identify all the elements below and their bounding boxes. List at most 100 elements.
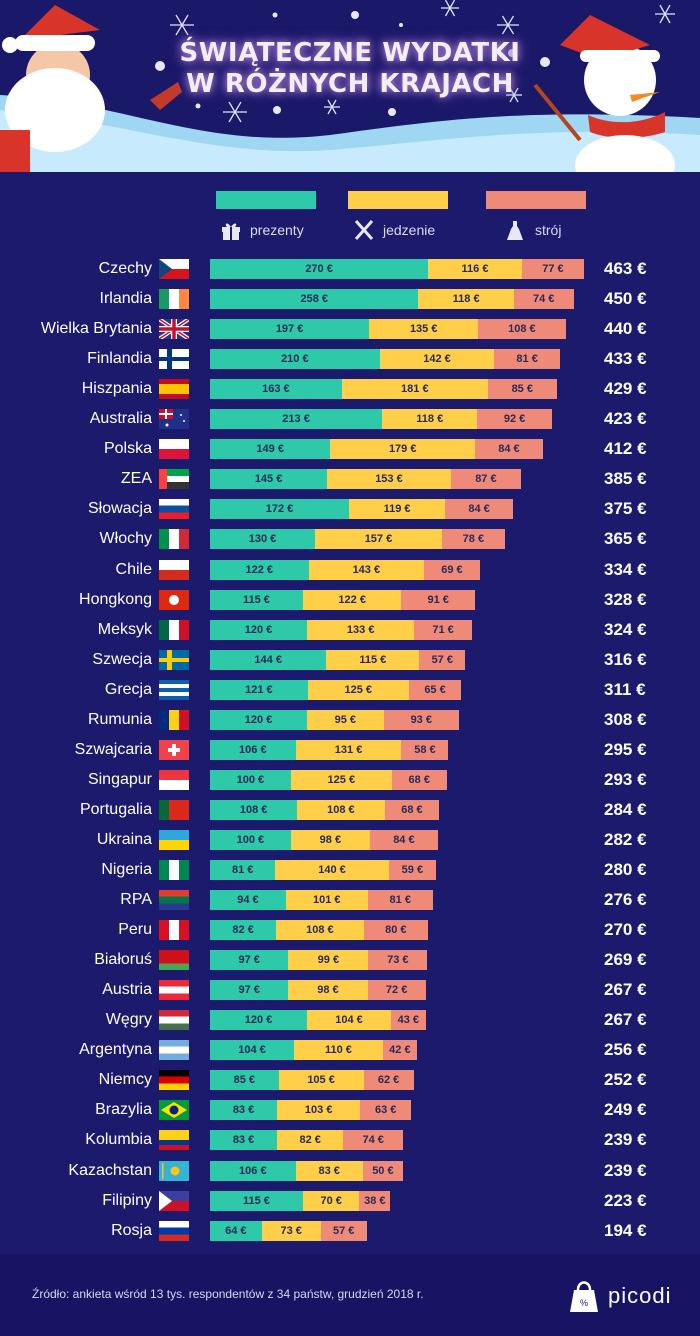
legend-item-prezenty: prezenty bbox=[220, 219, 304, 241]
bar-segment-prezenty: 172 € bbox=[210, 499, 349, 520]
stacked-bar: 94 €101 €81 € bbox=[210, 890, 433, 911]
bar-segment-stroj: 68 € bbox=[391, 769, 447, 790]
flag-icon bbox=[159, 1040, 189, 1061]
bar-segment-prezenty: 258 € bbox=[210, 289, 419, 310]
snow-dots bbox=[155, 11, 550, 116]
bar-segment-stroj: 84 € bbox=[445, 499, 513, 520]
stacked-bar: 197 €135 €108 € bbox=[210, 319, 566, 340]
bar-segment-stroj: 72 € bbox=[367, 980, 426, 1001]
stacked-bar: 97 €99 €73 € bbox=[210, 950, 428, 971]
flag-icon bbox=[159, 589, 189, 610]
stacked-bar: 64 €73 €57 € bbox=[210, 1220, 367, 1241]
total-label: 267 € bbox=[604, 980, 647, 1000]
country-label: Portugalia bbox=[79, 800, 152, 818]
stacked-bar: 108 €108 €68 € bbox=[210, 799, 440, 820]
bar-segment-stroj: 58 € bbox=[401, 739, 449, 760]
snowman-illustration bbox=[533, 15, 675, 172]
flag-icon bbox=[159, 1070, 189, 1091]
stacked-bar: 163 €181 €85 € bbox=[210, 379, 557, 400]
page-title: ŚWIĄTECZNE WYDATKI W RÓŻNYCH KRAJACH bbox=[0, 38, 700, 100]
bar-segment-jedzenie: 131 € bbox=[295, 739, 402, 760]
chart-row: Słowacja 172 €119 €84 € 375 € bbox=[0, 499, 700, 520]
header-banner: ŚWIĄTECZNE WYDATKI W RÓŻNYCH KRAJACH bbox=[0, 0, 700, 172]
stacked-bar: 120 €104 €43 € bbox=[210, 1010, 426, 1031]
chart-row: RPA 94 €101 €81 € 276 € bbox=[0, 890, 700, 911]
title-line-2: W RÓŻNYCH KRAJACH bbox=[186, 69, 514, 99]
stacked-bar: 106 €83 €50 € bbox=[210, 1160, 404, 1181]
country-label: Czechy bbox=[98, 260, 152, 277]
stacked-bar: 115 €122 €91 € bbox=[210, 589, 475, 610]
stacked-bar: 120 €95 €93 € bbox=[210, 709, 459, 730]
svg-text:%: % bbox=[580, 1298, 588, 1308]
total-label: 249 € bbox=[604, 1100, 647, 1120]
total-label: 412 € bbox=[604, 439, 647, 459]
bar-segment-prezenty: 108 € bbox=[210, 799, 298, 820]
flag-icon bbox=[159, 739, 189, 760]
stacked-bar: 120 €133 €71 € bbox=[210, 619, 472, 640]
bar-segment-jedzenie: 179 € bbox=[330, 439, 476, 460]
total-label: 334 € bbox=[604, 559, 647, 579]
chart-row: Argentyna 104 €110 €42 € 256 € bbox=[0, 1040, 700, 1061]
bar-segment-stroj: 65 € bbox=[408, 679, 462, 700]
flag-icon bbox=[159, 1010, 189, 1031]
total-label: 440 € bbox=[604, 319, 647, 339]
bar-segment-jedzenie: 105 € bbox=[278, 1070, 364, 1091]
source-note: Źródło: ankieta wśród 13 tys. respondent… bbox=[32, 1287, 424, 1301]
stacked-bar: 85 €105 €62 € bbox=[210, 1070, 414, 1091]
total-label: 385 € bbox=[604, 469, 647, 489]
flag-icon bbox=[159, 950, 189, 971]
bar-segment-prezenty: 122 € bbox=[210, 559, 309, 580]
gift-icon bbox=[222, 223, 240, 240]
bar-segment-stroj: 71 € bbox=[414, 619, 472, 640]
bar-segment-prezenty: 97 € bbox=[210, 980, 289, 1001]
bar-segment-prezenty: 145 € bbox=[210, 469, 328, 490]
bar-segment-stroj: 80 € bbox=[363, 920, 429, 941]
bar-segment-jedzenie: 110 € bbox=[294, 1040, 383, 1061]
bar-segment-prezenty: 100 € bbox=[210, 829, 291, 850]
flag-icon bbox=[159, 439, 189, 460]
santa-illustration bbox=[0, 5, 182, 172]
flag-icon bbox=[159, 920, 189, 941]
country-label: Hongkong bbox=[79, 590, 152, 608]
bar-segment-stroj: 43 € bbox=[390, 1010, 426, 1031]
bar-segment-jedzenie: 122 € bbox=[302, 589, 402, 610]
bar-segment-prezenty: 115 € bbox=[210, 1190, 303, 1211]
bar-segment-stroj: 68 € bbox=[384, 799, 440, 820]
flag-icon bbox=[159, 679, 189, 700]
total-label: 433 € bbox=[604, 349, 647, 369]
bar-segment-stroj: 42 € bbox=[382, 1040, 417, 1061]
chart-row: Australia 213 €118 €92 € 423 € bbox=[0, 409, 700, 430]
country-label: Kazachstan bbox=[68, 1161, 152, 1179]
country-label: Ukraina bbox=[96, 830, 152, 848]
bar-segment-prezenty: 81 € bbox=[210, 860, 276, 880]
flag-icon bbox=[159, 829, 189, 850]
bar-segment-prezenty: 94 € bbox=[210, 890, 286, 911]
country-label: Kolumbia bbox=[85, 1131, 152, 1149]
stacked-bar: 258 €118 €74 € bbox=[210, 289, 574, 310]
bar-segment-stroj: 73 € bbox=[368, 950, 428, 971]
chart-row: Irlandia 258 €118 €74 € 450 € bbox=[0, 289, 700, 310]
bar-segment-jedzenie: 83 € bbox=[295, 1160, 363, 1181]
bar-segment-stroj: 78 € bbox=[441, 529, 505, 550]
bar-segment-stroj: 84 € bbox=[369, 829, 438, 850]
chart-row: Chile 122 €143 €69 € 334 € bbox=[0, 559, 700, 580]
legend-label: jedzenie bbox=[383, 222, 436, 238]
total-label: 365 € bbox=[604, 529, 647, 549]
stacked-bar: 172 €119 €84 € bbox=[210, 499, 513, 520]
bar-segment-prezenty: 85 € bbox=[210, 1070, 279, 1091]
country-label: Rumunia bbox=[87, 710, 152, 728]
bar-segment-prezenty: 163 € bbox=[210, 379, 342, 400]
bar-segment-jedzenie: 108 € bbox=[297, 799, 385, 820]
bar-segment-jedzenie: 142 € bbox=[379, 349, 495, 370]
bar-segment-jedzenie: 181 € bbox=[341, 379, 488, 400]
country-label: ZEA bbox=[120, 470, 152, 488]
bar-segment-prezenty: 197 € bbox=[210, 319, 370, 340]
bar-segment-stroj: 69 € bbox=[424, 559, 480, 580]
chart-row: Ukraina 100 €98 €84 € 282 € bbox=[0, 829, 700, 850]
brand-logo: % picodi bbox=[566, 1276, 671, 1316]
total-label: 311 € bbox=[604, 679, 646, 699]
total-label: 267 € bbox=[604, 1010, 647, 1030]
footer: Źródło: ankieta wśród 13 tys. respondent… bbox=[0, 1254, 700, 1336]
stacked-bar: 122 €143 €69 € bbox=[210, 559, 480, 580]
country-label: Finlandia bbox=[87, 350, 152, 368]
